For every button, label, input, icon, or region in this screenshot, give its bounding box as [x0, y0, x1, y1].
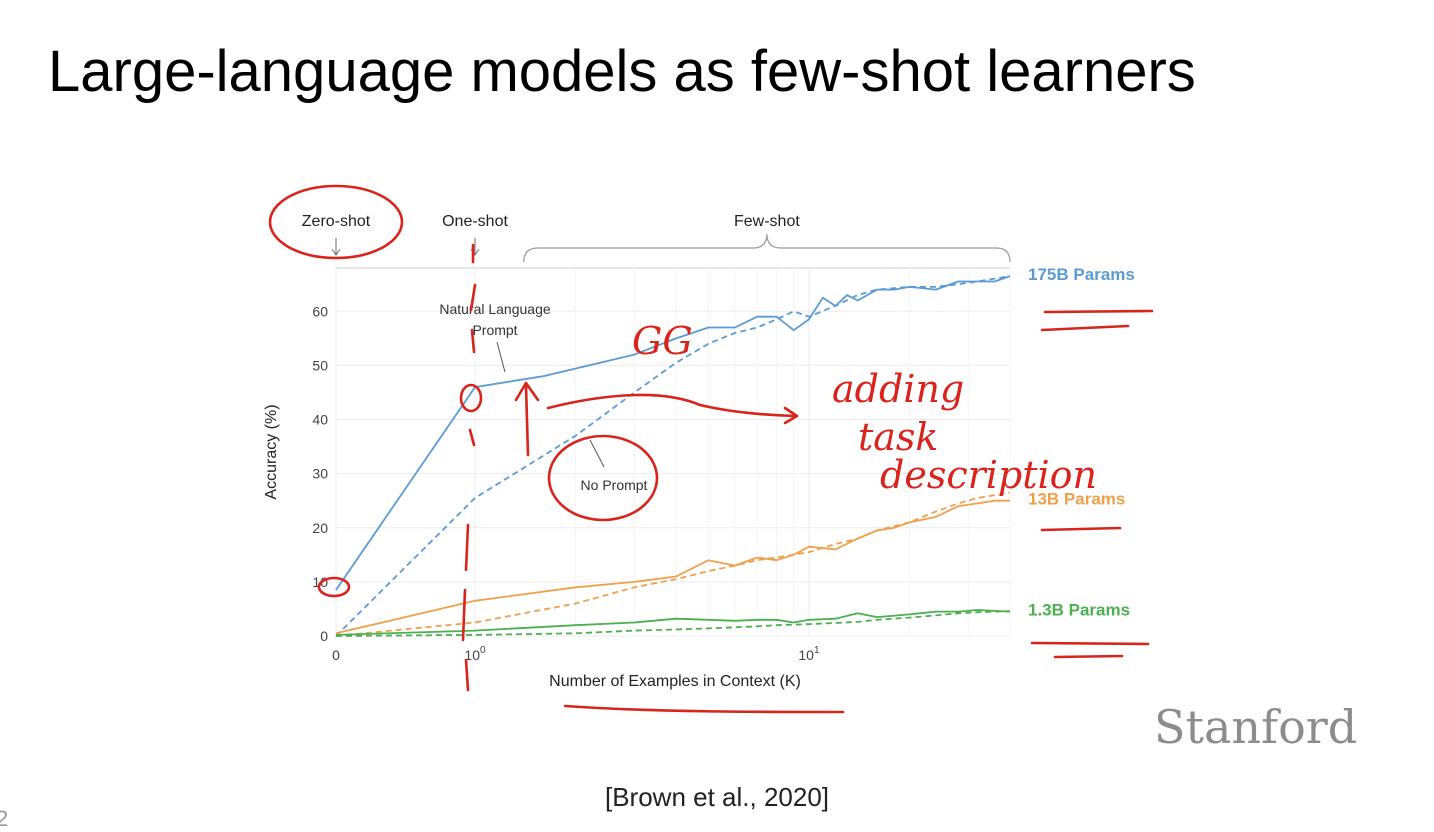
ink-note-line1: adding: [832, 367, 964, 411]
ink-circle-zero-shot: [268, 184, 404, 260]
ink-dashed-vertical: [461, 243, 477, 692]
series-label: 13B Params: [1028, 490, 1125, 509]
ink-scribble: GG: [632, 319, 693, 363]
y-axis-label: Accuracy (%): [263, 404, 280, 499]
y-tick-label: 50: [312, 357, 328, 373]
series-line: [335, 275, 1011, 637]
series-label: 175B Params: [1028, 265, 1135, 284]
series-line: [335, 609, 1011, 636]
few-shot-brace: [523, 233, 1011, 263]
x-tick-exponent: 1: [814, 645, 820, 656]
ink-circle-one-shot-point: [459, 383, 483, 413]
x-tick-label: 100: [464, 645, 486, 663]
y-tick-label: 0: [320, 628, 328, 644]
y-tick-label: 30: [312, 466, 328, 482]
ink-underline-1-3b: [1030, 641, 1150, 659]
x-tick-exponent: 0: [480, 645, 486, 656]
x-axis-label: Number of Examples in Context (K): [549, 673, 801, 690]
series-label: 1.3B Params: [1028, 601, 1130, 620]
series-line: [335, 610, 1011, 637]
ink-underline-13b: [1040, 526, 1122, 532]
series-line: [335, 499, 1010, 635]
y-tick-label: 20: [312, 520, 328, 536]
series-line: [335, 491, 1011, 637]
ink-arrow-up: [514, 381, 540, 457]
annotation-leader: [496, 341, 506, 373]
y-tick-label: 40: [312, 412, 328, 428]
ink-note-line3: description: [880, 453, 1097, 497]
plot-frame: [335, 267, 1011, 637]
annotation-label: No Prompt: [581, 477, 648, 493]
x-tick-label: 0: [332, 647, 340, 663]
regime-arrow: [331, 238, 341, 256]
x-tick-label: 101: [798, 645, 820, 663]
ink-underline-175b: [1040, 309, 1154, 332]
ink-circle-ten-point: [317, 576, 351, 598]
stanford-logo: Stanford: [1154, 700, 1358, 754]
annotation-leader: [589, 439, 605, 468]
ink-note-line2: task: [858, 415, 938, 459]
slide-title: Large-language models as few-shot learne…: [48, 39, 1196, 104]
annotation-label: Natural Language: [439, 301, 551, 317]
regime-label: Zero-shot: [302, 213, 371, 230]
annotation-label: Prompt: [472, 322, 517, 338]
regime-label: Few-shot: [734, 213, 800, 230]
citation: [Brown et al., 2020]: [604, 782, 830, 812]
page-number: 2: [0, 806, 9, 831]
y-tick-label: 60: [312, 303, 328, 319]
regime-label: One-shot: [442, 213, 508, 230]
ink-underline-xlabel: [563, 704, 845, 714]
ink-circle-no-prompt: [547, 434, 659, 522]
ink-arrow-right: [546, 393, 799, 425]
